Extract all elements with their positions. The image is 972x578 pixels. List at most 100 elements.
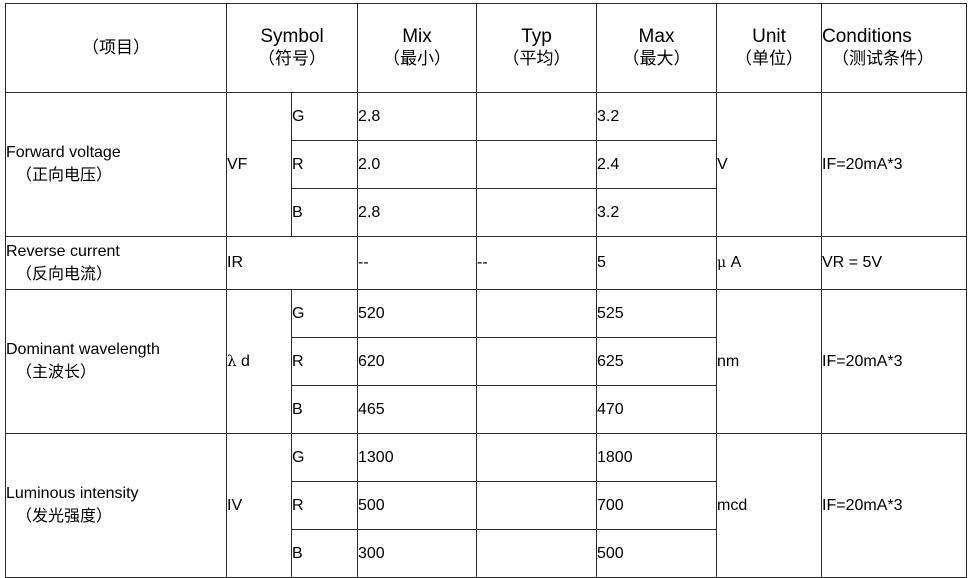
parameter-name-cn: （正向电压） — [16, 165, 113, 185]
mix-value-cell: -- — [357, 236, 477, 290]
led-specification-table: （项目） Symbol （符号） Mix （最小） Typ （平均） Max （最大） Unit （… — [5, 3, 967, 578]
typ-value-cell — [476, 481, 597, 530]
typ-value-cell — [476, 529, 597, 578]
max-value-cell: 2.4 — [596, 140, 717, 189]
column-header-typ: Typ （平均） — [476, 3, 597, 93]
color-channel-cell: R — [291, 140, 358, 189]
symbol-text: IV — [227, 496, 243, 514]
max-value-cell: 625 — [596, 337, 717, 386]
unit-greek-letter: μ — [717, 255, 727, 271]
test-conditions-cell: IF=20mA*3 — [821, 92, 967, 237]
symbol-greek-letter: λ — [227, 351, 237, 370]
color-channel-cell: G — [291, 433, 358, 482]
mix-value-cell: 300 — [357, 529, 477, 578]
color-channel-cell: R — [291, 337, 358, 386]
max-value-cell: 5 — [596, 236, 717, 290]
column-header-label-en: Unit — [752, 26, 786, 48]
typ-value-cell — [476, 289, 597, 338]
parameter-name-en: Forward voltage — [6, 144, 121, 162]
parameter-symbol-cell: VF — [226, 92, 292, 237]
column-header-max: Max （最大） — [596, 3, 717, 93]
test-conditions-cell: IF=20mA*3 — [821, 433, 967, 578]
color-channel-cell: B — [291, 188, 358, 237]
unit-cell: μ A — [716, 236, 822, 290]
table-row: R 2.0 2.4 — [6, 140, 967, 189]
unit-cell: mcd — [716, 433, 822, 578]
table-row: Luminous intensity （发光强度） IV G 1300 1800 mcd IF… — [5, 433, 967, 578]
specification-table-container: （项目） Symbol （符号） Mix （最小） Typ （平均） Max （最大） Unit （… — [5, 3, 967, 578]
column-header-label-cn: （最大） — [622, 48, 691, 69]
column-header-label-en: Mix — [402, 26, 432, 48]
color-channel-cell: B — [291, 529, 358, 578]
color-channel-cell: R — [291, 481, 358, 530]
mix-value-cell: 2.8 — [357, 188, 477, 237]
mix-value-cell: 620 — [357, 337, 477, 386]
table-row: Dominant wavelength （主波长） λ d G 520 525 nm IF=2… — [5, 289, 967, 434]
max-value-cell: 500 — [596, 529, 717, 578]
column-header-symbol: Symbol （符号） — [226, 3, 358, 93]
parameter-name-cell: Reverse current （反向电流） — [5, 236, 227, 290]
parameter-name-cn: （主波长） — [16, 362, 97, 382]
color-channel-cell: G — [291, 92, 358, 141]
typ-value-cell: -- — [476, 236, 597, 290]
max-value-cell: 525 — [596, 289, 717, 338]
color-channel-cell: G — [291, 289, 358, 338]
table-row: Forward voltage （正向电压） VF G 2.8 3.2 V IF=20mA*3 — [5, 92, 967, 237]
mix-value-cell: 2.0 — [357, 140, 477, 189]
test-conditions-cell: IF=20mA*3 — [821, 289, 967, 434]
parameter-symbol-cell: IV — [226, 433, 292, 578]
column-header-label-en: Max — [638, 26, 675, 48]
max-value-cell: 700 — [596, 481, 717, 530]
parameter-symbol-cell: λ d — [226, 289, 292, 434]
table-row: R 620 625 — [6, 337, 967, 386]
mix-value-cell: 2.8 — [357, 92, 477, 141]
table-row: B 2.8 3.2 — [6, 188, 967, 237]
max-value-cell: 1800 — [596, 433, 717, 482]
parameter-name-en: Dominant wavelength — [6, 341, 160, 359]
parameter-name-cell: Luminous intensity （发光强度） — [5, 433, 227, 578]
parameter-name-cell: Dominant wavelength （主波长） — [5, 289, 227, 434]
column-header-label-en: Typ — [521, 26, 552, 48]
table-header-row: （项目） Symbol （符号） Mix （最小） Typ （平均） Max （最大） Unit （… — [5, 3, 967, 93]
column-header-label-cn: （平均） — [502, 48, 571, 69]
column-header-label-cn: （测试条件） — [832, 48, 934, 69]
typ-value-cell — [476, 337, 597, 386]
unit-cell: nm — [716, 289, 822, 434]
parameter-name-en: Luminous intensity — [6, 485, 139, 503]
symbol-text: d — [240, 352, 250, 370]
column-header-mix: Mix （最小） — [357, 3, 477, 93]
mix-value-cell: 1300 — [357, 433, 477, 482]
column-header-unit: Unit （单位） — [716, 3, 822, 93]
column-header-label-cn: （符号） — [258, 48, 326, 69]
typ-value-cell — [476, 188, 597, 237]
parameter-name-en: Reverse current — [6, 242, 120, 260]
parameter-name-cn: （反向电流） — [16, 263, 113, 283]
typ-value-cell — [476, 385, 597, 434]
parameter-symbol-cell: IR — [226, 236, 358, 290]
table-row: Reverse current （反向电流） IR -- -- 5 μ A VR = 5V — [5, 236, 967, 290]
column-header-label-en: Conditions — [822, 26, 912, 48]
color-channel-cell: B — [291, 385, 358, 434]
symbol-text: IR — [227, 254, 243, 271]
parameter-name-cell: Forward voltage （正向电压） — [5, 92, 227, 237]
column-header-label-cn: （项目） — [82, 37, 150, 58]
max-value-cell: 470 — [596, 385, 717, 434]
parameter-name-cn: （发光强度） — [16, 506, 113, 526]
max-value-cell: 3.2 — [596, 92, 717, 141]
mix-value-cell: 520 — [357, 289, 477, 338]
test-conditions-cell: VR = 5V — [821, 236, 967, 290]
unit-text: mcd — [717, 496, 748, 514]
column-header-label-cn: （最小） — [383, 48, 451, 69]
unit-text: A — [730, 254, 742, 271]
typ-value-cell — [476, 92, 597, 141]
column-header-label-en: Symbol — [260, 26, 324, 48]
symbol-text: VF — [227, 155, 248, 173]
column-header-label-cn: （单位） — [735, 48, 803, 69]
max-value-cell: 3.2 — [596, 188, 717, 237]
typ-value-cell — [476, 433, 597, 482]
column-header-conditions: Conditions （测试条件） — [821, 3, 967, 93]
column-header-item: （项目） — [5, 3, 227, 93]
unit-text: nm — [717, 352, 740, 370]
unit-cell: V — [716, 92, 822, 237]
unit-text: V — [717, 155, 728, 173]
